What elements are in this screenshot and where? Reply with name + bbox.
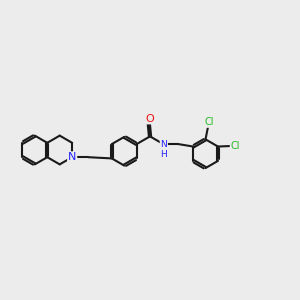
Text: N
H: N H bbox=[160, 140, 167, 159]
Text: Cl: Cl bbox=[230, 140, 240, 151]
Text: O: O bbox=[145, 113, 154, 124]
Text: Cl: Cl bbox=[205, 117, 214, 127]
Text: N: N bbox=[68, 152, 76, 162]
